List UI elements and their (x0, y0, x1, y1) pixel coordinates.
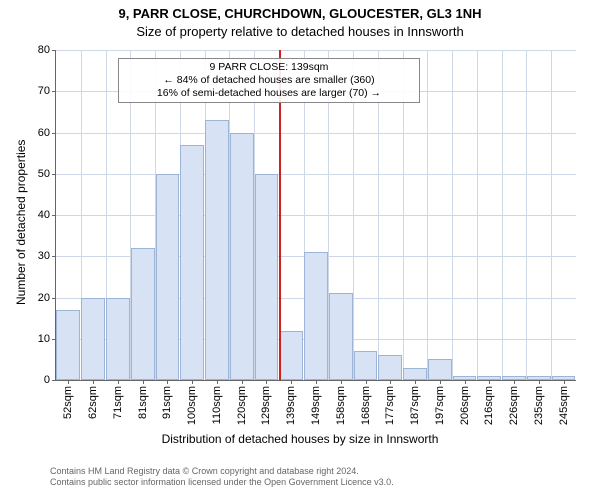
x-tick-label: 158sqm (335, 386, 347, 425)
x-tick-label: 235sqm (533, 386, 545, 425)
grid-line-h (56, 215, 576, 216)
histogram-bar (354, 351, 378, 380)
x-tick-label: 81sqm (137, 386, 149, 419)
histogram-chart: 9, PARR CLOSE, CHURCHDOWN, GLOUCESTER, G… (0, 0, 600, 500)
x-tick-label: 129sqm (260, 386, 272, 425)
x-tick-label: 120sqm (236, 386, 248, 425)
x-tick-label: 62sqm (87, 386, 99, 419)
y-tick-label: 50 (20, 168, 56, 180)
y-tick-label: 60 (20, 127, 56, 139)
plot-area: 0102030405060708052sqm62sqm71sqm81sqm91s… (55, 50, 576, 381)
grid-line-v (526, 50, 527, 380)
x-tick-label: 187sqm (409, 386, 421, 425)
y-tick-label: 20 (20, 292, 56, 304)
annotation-line-2: ← 84% of detached houses are smaller (36… (123, 74, 414, 87)
histogram-bar (329, 293, 353, 380)
grid-line-h (56, 50, 576, 51)
x-tick-label: 206sqm (459, 386, 471, 425)
grid-line-v (551, 50, 552, 380)
x-tick-label: 139sqm (285, 386, 297, 425)
x-tick-label: 110sqm (211, 386, 223, 424)
histogram-bar (304, 252, 328, 380)
x-tick-label: 245sqm (558, 386, 570, 425)
y-tick-label: 40 (20, 209, 56, 221)
histogram-bar (156, 174, 180, 380)
footer-line-1: Contains HM Land Registry data © Crown c… (50, 466, 600, 477)
histogram-bar (56, 310, 80, 380)
grid-line-v (477, 50, 478, 380)
y-tick-label: 10 (20, 333, 56, 345)
y-tick-label: 30 (20, 250, 56, 262)
histogram-bar (255, 174, 279, 380)
grid-line-h (56, 174, 576, 175)
histogram-bar (428, 359, 452, 380)
chart-title-subtitle: Size of property relative to detached ho… (0, 24, 600, 39)
x-tick-label: 168sqm (360, 386, 372, 425)
y-tick-label: 80 (20, 44, 56, 56)
x-tick-label: 216sqm (483, 386, 495, 425)
histogram-bar (205, 120, 229, 380)
histogram-bar (81, 298, 105, 381)
y-axis-label: Number of detached properties (14, 140, 28, 305)
histogram-bar (230, 133, 254, 381)
x-tick-label: 177sqm (384, 386, 396, 425)
x-tick-label: 149sqm (310, 386, 322, 425)
grid-line-v (452, 50, 453, 380)
histogram-bar (106, 298, 130, 381)
grid-line-h (56, 133, 576, 134)
chart-title-address: 9, PARR CLOSE, CHURCHDOWN, GLOUCESTER, G… (0, 6, 600, 21)
histogram-bar (180, 145, 204, 380)
y-tick-label: 70 (20, 85, 56, 97)
footer-attribution: Contains HM Land Registry data © Crown c… (0, 466, 600, 488)
annotation-box: 9 PARR CLOSE: 139sqm← 84% of detached ho… (118, 58, 419, 103)
histogram-bar (403, 368, 427, 380)
histogram-bar (279, 331, 303, 381)
x-tick-label: 71sqm (112, 386, 124, 419)
footer-line-2: Contains public sector information licen… (50, 477, 600, 488)
annotation-line-3: 16% of semi-detached houses are larger (… (123, 87, 414, 100)
annotation-line-1: 9 PARR CLOSE: 139sqm (123, 61, 414, 74)
histogram-bar (131, 248, 155, 380)
x-tick-label: 226sqm (508, 386, 520, 425)
y-tick-label: 0 (20, 374, 56, 386)
x-tick-label: 100sqm (186, 386, 198, 425)
grid-line-v (502, 50, 503, 380)
x-axis-label: Distribution of detached houses by size … (0, 432, 600, 446)
x-tick-label: 52sqm (62, 386, 74, 419)
x-tick-label: 197sqm (434, 386, 446, 425)
grid-line-v (427, 50, 428, 380)
histogram-bar (378, 355, 402, 380)
x-tick-label: 91sqm (161, 386, 173, 419)
